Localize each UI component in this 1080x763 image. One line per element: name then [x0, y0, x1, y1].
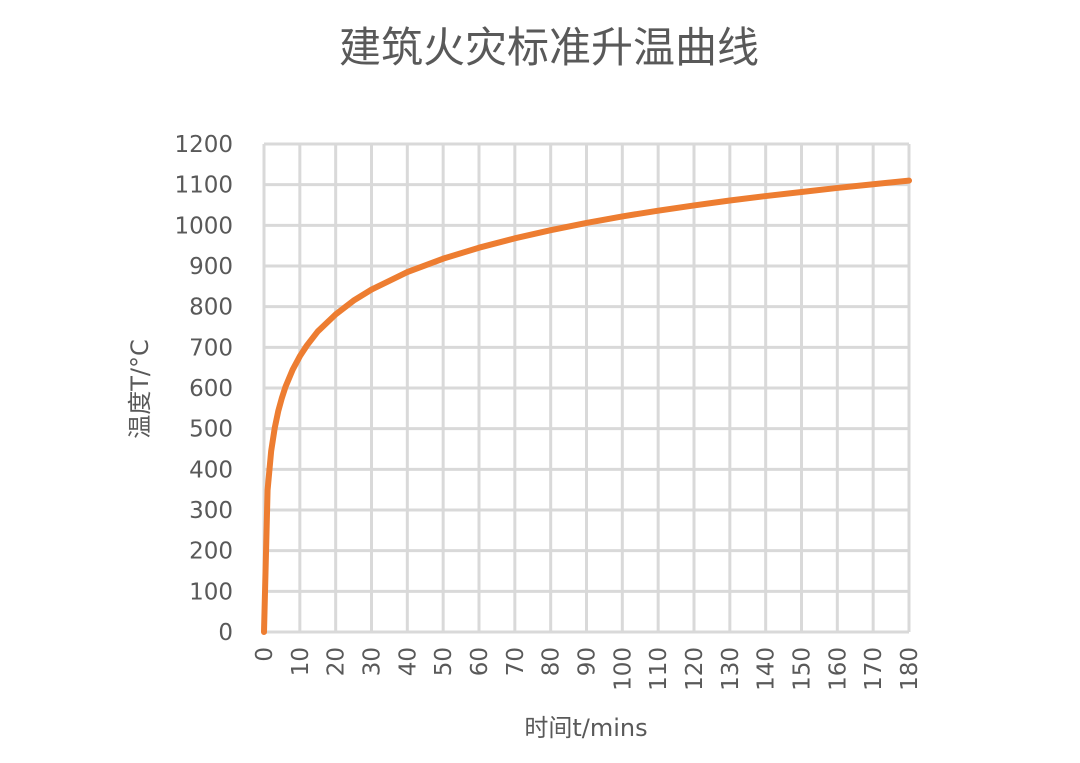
x-tick-label: 90 — [575, 647, 601, 676]
plot-area — [261, 177, 912, 635]
y-tick-label: 800 — [189, 295, 233, 321]
x-tick-label: 30 — [360, 647, 386, 676]
x-tick-label: 0 — [252, 647, 278, 662]
y-tick-label: 100 — [189, 579, 233, 605]
y-axis-ticks: 0 100 200 300 400 500 600 700 800 900 1000 1100 1200 — [174, 132, 233, 646]
y-axis-title: 温度T/°C — [126, 339, 154, 439]
x-tick-label: 40 — [395, 647, 421, 676]
y-tick-label: 1000 — [174, 213, 233, 239]
x-tick-label: 170 — [861, 647, 887, 691]
x-tick-label: 80 — [539, 647, 565, 676]
x-tick-label: 120 — [682, 647, 708, 691]
x-axis-ticks: 0 10 20 30 40 50 60 70 80 90 100 110 120 130 140 150 160… — [252, 647, 923, 691]
x-tick-label: 100 — [610, 647, 636, 691]
x-tick-label: 160 — [825, 647, 851, 691]
x-tick-label: 50 — [431, 647, 457, 676]
x-tick-label: 150 — [790, 647, 816, 691]
y-tick-label: 300 — [189, 498, 233, 524]
y-tick-label: 400 — [189, 457, 233, 483]
x-tick-label: 20 — [324, 647, 350, 676]
x-axis-title: 时间t/mins — [524, 714, 647, 742]
y-tick-label: 600 — [189, 376, 233, 402]
x-tick-label: 180 — [897, 647, 923, 691]
grid — [262, 142, 911, 634]
y-tick-label: 200 — [189, 539, 233, 565]
x-tick-label: 70 — [503, 647, 529, 676]
chart-title: 建筑火灾标准升温曲线 — [339, 23, 759, 72]
y-tick-label: 500 — [189, 417, 233, 443]
y-tick-label: 1100 — [174, 173, 233, 199]
y-tick-label: 700 — [189, 335, 233, 361]
x-tick-label: 130 — [718, 647, 744, 691]
y-tick-label: 0 — [218, 620, 233, 646]
y-tick-label: 1200 — [174, 132, 233, 158]
series-line — [261, 177, 912, 635]
x-tick-label: 60 — [467, 647, 493, 676]
x-tick-label: 140 — [754, 647, 780, 691]
x-tick-label: 10 — [288, 647, 314, 676]
x-tick-label: 110 — [646, 647, 672, 691]
y-tick-label: 900 — [189, 254, 233, 280]
